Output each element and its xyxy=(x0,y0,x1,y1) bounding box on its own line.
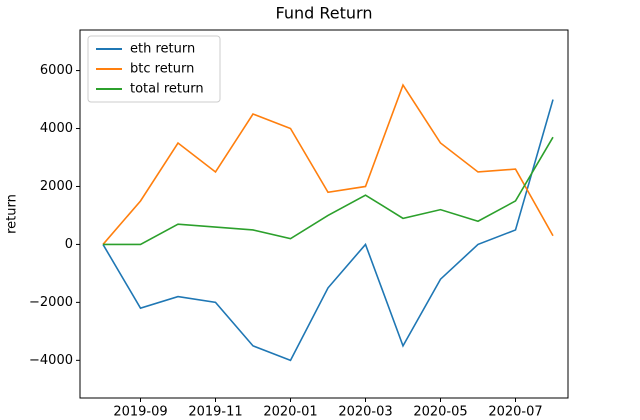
chart-title: Fund Return xyxy=(276,4,373,23)
y-tick-label: −4000 xyxy=(29,353,73,368)
legend-box xyxy=(87,35,221,103)
x-tick-label: 2020-05 xyxy=(413,405,467,420)
y-tick-label: 2000 xyxy=(40,179,73,194)
x-tick-label: 2020-07 xyxy=(488,405,542,420)
line-series xyxy=(102,99,554,362)
plot-frame xyxy=(79,29,569,399)
y-tick-label: 6000 xyxy=(40,63,73,78)
x-tick-label: 2020-03 xyxy=(338,405,392,420)
legend-label: total return xyxy=(130,82,204,97)
y-axis-label: return xyxy=(5,194,20,234)
x-tick-label: 2020-01 xyxy=(263,405,317,420)
y-tick-label: 0 xyxy=(65,237,73,252)
y-tick-label: −2000 xyxy=(29,295,73,310)
legend-label: btc return xyxy=(130,62,194,77)
x-tick-label: 2019-09 xyxy=(113,405,167,420)
line-series xyxy=(102,83,554,245)
legend-label: eth return xyxy=(130,42,195,57)
x-tick-label: 2019-11 xyxy=(188,405,242,420)
line-series xyxy=(103,136,554,246)
y-tick-label: 4000 xyxy=(40,121,73,136)
